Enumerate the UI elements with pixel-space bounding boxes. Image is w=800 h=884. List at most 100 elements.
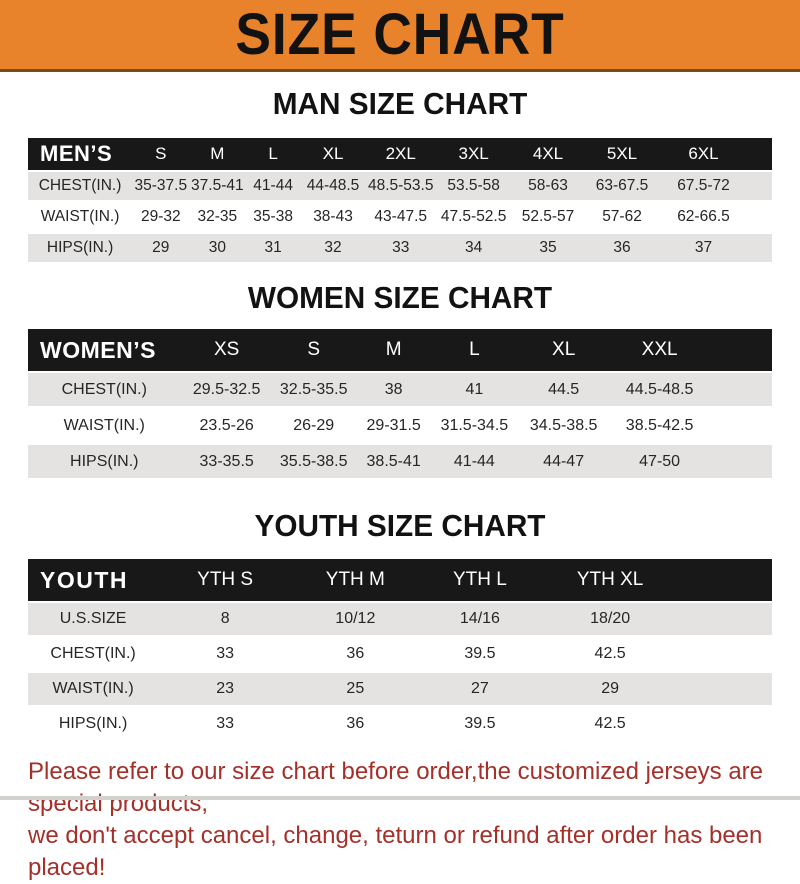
size-value-cell: 38: [354, 372, 433, 409]
size-value-cell: 35-37.5: [132, 171, 190, 203]
spacer-cell: [678, 706, 772, 743]
size-value-cell: 47-50: [611, 443, 708, 481]
size-value-cell: 43-47.5: [365, 201, 437, 234]
size-value-cell: 35.5-38.5: [272, 443, 355, 481]
size-value-cell: 44.5-48.5: [611, 372, 708, 409]
measurement-row: CHEST(IN.) 33 36 39.5 42.5: [28, 636, 772, 673]
size-value-cell: 29-31.5: [354, 407, 433, 445]
measurement-label: HIPS(IN.): [28, 443, 181, 481]
measurement-row: WAIST(IN.) 23 25 27 29: [28, 671, 772, 708]
size-value-cell: 38.5-41: [354, 443, 433, 481]
size-value-cell: 63-67.5: [585, 171, 659, 203]
measurement-label: HIPS(IN.): [28, 706, 159, 743]
size-value-cell: 53.5-58: [436, 171, 511, 203]
size-value-cell: 36: [292, 636, 419, 673]
size-chart-banner: SIZE CHART: [0, 0, 800, 72]
size-value-cell: 26-29: [272, 407, 355, 445]
size-value-cell: 44-47: [516, 443, 612, 481]
size-value-cell: 29-32: [132, 201, 190, 234]
size-value-cell: 8: [158, 602, 293, 638]
size-value-cell: 14/16: [418, 602, 542, 638]
measurement-row: CHEST(IN.) 35-37.5 37.5-41 41-44 44-48.5 48.5…: [28, 171, 772, 203]
spacer-cell: [748, 171, 772, 203]
measurement-label: WAIST(IN.): [28, 671, 159, 708]
size-value-cell: 33-35.5: [180, 443, 273, 481]
measurement-label: U.S.SIZE: [28, 602, 159, 638]
size-table-header-row: WOMEN’S XS S M L XL XXL: [28, 329, 772, 373]
measurement-label: HIPS(IN.): [28, 232, 133, 265]
size-value-cell: 31.5-34.5: [432, 407, 517, 445]
size-value-cell: 44-48.5: [301, 171, 365, 203]
size-value-cell: 47.5-52.5: [436, 201, 511, 234]
size-column-header: XXL: [611, 329, 708, 373]
image-bottom-edge: [0, 796, 800, 800]
size-column-header: 6XL: [658, 138, 749, 172]
spacer-cell: [748, 138, 772, 172]
disclaimer-footer: Please refer to our size chart before or…: [0, 756, 800, 884]
measurement-label: WAIST(IN.): [28, 201, 133, 234]
disclaimer-line-1: Please refer to our size chart before or…: [28, 758, 764, 817]
table-group-label: YOUTH: [28, 559, 159, 603]
size-column-header: YTH S: [158, 559, 293, 603]
size-value-cell: 25: [292, 671, 419, 708]
size-value-cell: 38-43: [301, 201, 365, 234]
size-column-header: L: [245, 138, 302, 172]
women-section-title: WOMEN SIZE CHART: [247, 280, 553, 315]
size-column-header: 2XL: [365, 138, 437, 172]
size-value-cell: 32-35: [189, 201, 246, 234]
measurement-row: WAIST(IN.) 29-32 32-35 35-38 38-43 43-47.5 47.…: [28, 201, 772, 234]
measurement-row: HIPS(IN.) 29 30 31 32 33 34 35 36 37: [28, 232, 772, 265]
men-size-table: MEN’S S M L XL 2XL 3XL 4XL 5XL 6XL CHEST(IN.) 35-37…: [28, 138, 772, 265]
size-value-cell: 39.5: [418, 636, 542, 673]
size-value-cell: 36: [292, 706, 419, 743]
disclaimer-line-2: we don't accept cancel, change, teturn o…: [28, 822, 763, 881]
size-value-cell: 18/20: [541, 602, 679, 638]
size-column-header: XL: [301, 138, 365, 172]
spacer-cell: [678, 602, 772, 638]
spacer-cell: [707, 443, 772, 481]
spacer-cell: [678, 636, 772, 673]
size-column-header: 3XL: [436, 138, 511, 172]
men-section-title: MAN SIZE CHART: [272, 86, 528, 121]
measurement-row: U.S.SIZE 8 10/12 14/16 18/20: [28, 602, 772, 638]
youth-section-title: YOUTH SIZE CHART: [254, 508, 546, 543]
size-value-cell: 41-44: [245, 171, 302, 203]
size-value-cell: 33: [365, 232, 437, 265]
size-value-cell: 39.5: [418, 706, 542, 743]
spacer-cell: [748, 201, 772, 234]
measurement-row: HIPS(IN.) 33-35.5 35.5-38.5 38.5-41 41-44 44-…: [28, 443, 772, 481]
size-value-cell: 37: [658, 232, 749, 265]
size-value-cell: 29.5-32.5: [180, 372, 273, 409]
spacer-cell: [748, 232, 772, 265]
size-value-cell: 32: [301, 232, 365, 265]
size-column-header: 5XL: [585, 138, 659, 172]
size-column-header: 4XL: [510, 138, 586, 172]
page-title: SIZE CHART: [235, 2, 565, 67]
size-value-cell: 34: [436, 232, 511, 265]
size-column-header: XL: [516, 329, 612, 373]
men-size-section: MAN SIZE CHART MEN’S S M L XL 2XL 3XL 4XL 5XL 6XL…: [0, 87, 800, 265]
size-value-cell: 58-63: [510, 171, 586, 203]
size-value-cell: 44.5: [516, 372, 612, 409]
youth-size-table: YOUTH YTH S YTH M YTH L YTH XL U.S.SIZE 8 10/12…: [28, 559, 772, 743]
size-value-cell: 37.5-41: [189, 171, 246, 203]
size-column-header: M: [354, 329, 433, 373]
size-column-header: YTH L: [418, 559, 542, 603]
youth-size-section: YOUTH SIZE CHART YOUTH YTH S YTH M YTH L YTH…: [0, 509, 800, 743]
size-value-cell: 36: [585, 232, 659, 265]
size-column-header: S: [272, 329, 355, 373]
size-value-cell: 31: [245, 232, 302, 265]
spacer-cell: [678, 559, 772, 603]
size-table-header-row: YOUTH YTH S YTH M YTH L YTH XL: [28, 559, 772, 603]
size-column-header: XS: [180, 329, 273, 373]
measurement-label: CHEST(IN.): [28, 636, 159, 673]
size-column-header: M: [189, 138, 246, 172]
size-value-cell: 62-66.5: [658, 201, 749, 234]
measurement-label: CHEST(IN.): [28, 372, 181, 409]
size-value-cell: 48.5-53.5: [365, 171, 437, 203]
measurement-row: CHEST(IN.) 29.5-32.5 32.5-35.5 38 41 44.5 44.5…: [28, 372, 772, 409]
size-value-cell: 42.5: [541, 706, 679, 743]
size-value-cell: 52.5-57: [510, 201, 586, 234]
spacer-cell: [707, 329, 772, 373]
size-value-cell: 34.5-38.5: [516, 407, 612, 445]
